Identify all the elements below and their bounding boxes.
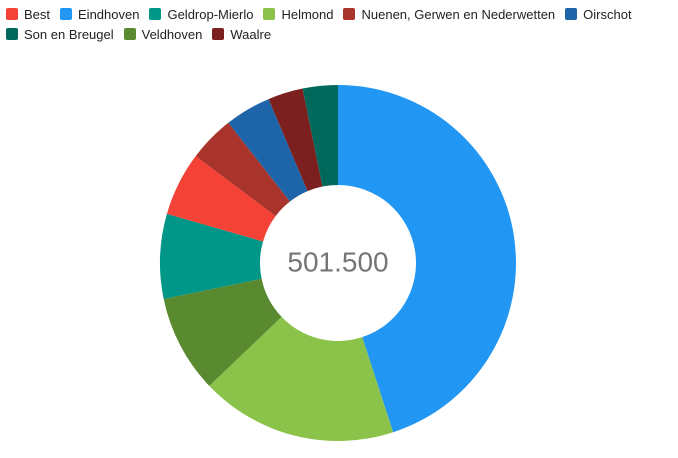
legend-label: Geldrop-Mierlo: [167, 6, 254, 22]
slice[interactable]: [228, 99, 308, 202]
legend-label: Waalre: [230, 26, 272, 42]
legend-item[interactable]: Son en Breugel: [6, 24, 114, 44]
legend-swatch: [343, 8, 356, 20]
legend-label: Oirschot: [583, 6, 632, 22]
slice[interactable]: [163, 278, 282, 386]
legend-label: Son en Breugel: [24, 26, 114, 42]
legend-swatch: [149, 8, 162, 20]
legend-swatch: [6, 8, 18, 20]
legend-label: Eindhoven: [78, 6, 140, 22]
center-label: 501.500: [287, 246, 388, 277]
slice[interactable]: [268, 88, 323, 192]
legend-swatch: [565, 8, 578, 20]
legend-swatch: [212, 28, 225, 40]
slice[interactable]: [195, 122, 290, 217]
legend-label: Helmond: [281, 6, 334, 22]
legend-item[interactable]: Best: [6, 4, 50, 24]
legend-item[interactable]: Eindhoven: [60, 4, 139, 24]
legend-item[interactable]: Oirschot: [565, 4, 632, 24]
slice[interactable]: [338, 85, 517, 433]
legend-item[interactable]: Geldrop-Mierlo: [149, 4, 253, 24]
legend: Best Eindhoven Geldrop-Mierlo Helmond Nu…: [6, 4, 676, 44]
legend-swatch: [6, 28, 18, 40]
legend-label: Nuenen, Gerwen en Nederwetten: [361, 6, 556, 22]
legend-swatch: [263, 8, 276, 20]
slice[interactable]: [166, 156, 276, 242]
slice[interactable]: [160, 213, 264, 300]
slice[interactable]: [209, 316, 394, 441]
legend-swatch: [60, 8, 73, 20]
legend-item[interactable]: Veldhoven: [123, 24, 203, 44]
legend-swatch: [123, 28, 136, 40]
slice[interactable]: [302, 85, 338, 187]
legend-label: Best: [24, 6, 51, 22]
legend-item[interactable]: Helmond: [263, 4, 333, 24]
legend-label: Veldhoven: [141, 26, 203, 42]
legend-item[interactable]: Nuenen, Gerwen en Nederwetten: [343, 4, 555, 24]
legend-item[interactable]: Waalre: [212, 24, 271, 44]
